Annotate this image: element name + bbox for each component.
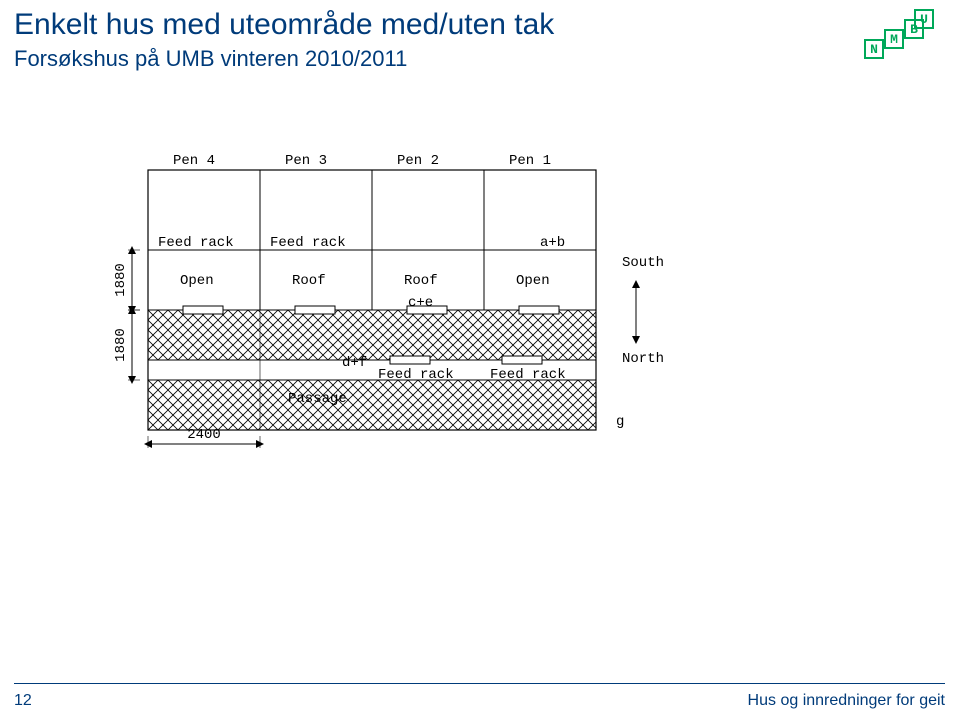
svg-text:a+b: a+b	[540, 235, 565, 251]
svg-text:2400: 2400	[187, 427, 221, 443]
svg-text:g: g	[616, 414, 624, 430]
svg-text:d+f: d+f	[342, 355, 367, 371]
svg-text:Pen 1: Pen 1	[509, 153, 551, 169]
svg-text:Pen 3: Pen 3	[285, 153, 327, 169]
page-subtitle: Forsøkshus på UMB vinteren 2010/2011	[14, 46, 407, 72]
svg-text:Feed rack: Feed rack	[270, 235, 346, 251]
footer-text: Hus og innredninger for geit	[748, 692, 945, 710]
svg-text:Feed rack: Feed rack	[490, 367, 566, 383]
svg-text:Pen 4: Pen 4	[173, 153, 215, 169]
page-title: Enkelt hus med uteområde med/uten tak	[14, 8, 554, 42]
svg-text:North: North	[622, 351, 664, 367]
nmbu-logo: N M B U	[859, 8, 939, 73]
logo-letter-u: U	[920, 12, 928, 27]
logo-letter-b: B	[910, 22, 918, 37]
svg-text:1880: 1880	[113, 328, 129, 362]
svg-text:Roof: Roof	[292, 273, 326, 289]
logo-letter-n: N	[870, 42, 878, 57]
svg-text:Open: Open	[516, 273, 550, 289]
svg-text:Pen 2: Pen 2	[397, 153, 439, 169]
svg-text:Open: Open	[180, 273, 214, 289]
svg-text:Feed rack: Feed rack	[378, 367, 454, 383]
logo-letter-m: M	[890, 32, 898, 47]
svg-text:Passage: Passage	[288, 391, 347, 407]
svg-text:c+e: c+e	[408, 295, 433, 311]
floor-plan-diagram: 1880 1880 2400 Pen 4 Pen 3 Pen 2 Pen 1 Feed rac…	[88, 140, 688, 465]
svg-text:Roof: Roof	[404, 273, 438, 289]
page-number: 12	[14, 692, 32, 710]
svg-text:Feed rack: Feed rack	[158, 235, 234, 251]
svg-text:1880: 1880	[113, 263, 129, 297]
footer-divider	[14, 683, 945, 684]
svg-text:South: South	[622, 255, 664, 271]
